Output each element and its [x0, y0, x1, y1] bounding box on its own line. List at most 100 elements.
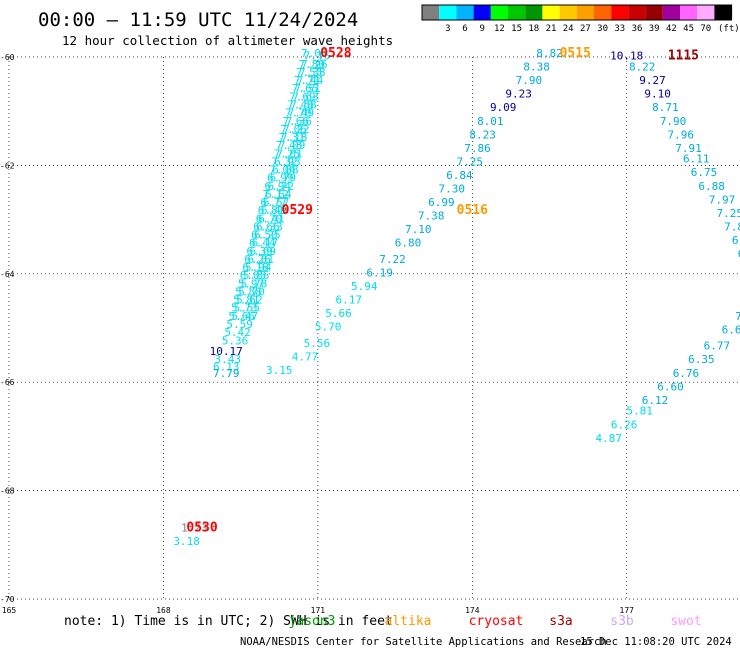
- wave-height-value: 5.47: [232, 310, 259, 323]
- wave-height-value: 7.90: [516, 74, 543, 87]
- wave-height-value: 7.58: [290, 98, 317, 111]
- wave-height-value: 5.94: [351, 280, 378, 293]
- wave-height-value: 5.42: [224, 326, 251, 339]
- legend-swatch: [525, 5, 543, 20]
- wave-height-value: 6.41: [258, 212, 285, 225]
- wave-height-value: 6.25: [254, 229, 281, 242]
- legend-tick-label: 39: [649, 24, 660, 34]
- wave-height-value: 6.09: [250, 245, 277, 258]
- legend-swatch: [576, 5, 594, 20]
- wave-height-value: 7.04: [269, 164, 296, 177]
- wave-height-value: 5.88: [235, 285, 262, 298]
- wave-height-value: 6.05: [240, 269, 267, 282]
- wave-height-value: 7.30: [438, 183, 465, 196]
- legend-swatch: [594, 5, 612, 20]
- legend-swatch: [473, 5, 491, 20]
- wave-height-value: 8.82: [536, 47, 563, 60]
- wave-height-value: 7.32: [271, 155, 298, 168]
- legend-swatch: [422, 5, 440, 20]
- lon-tick-label: 168: [156, 606, 171, 615]
- legend-swatch: [456, 5, 474, 20]
- legend-tick-label: 30: [597, 24, 608, 34]
- wave-height-value: 6.11: [683, 153, 710, 166]
- legend-swatch: [645, 5, 663, 20]
- legend-tick-label: 70: [700, 24, 711, 34]
- mission-swot: swot: [670, 614, 701, 629]
- wave-height-value: 7.18: [281, 131, 308, 144]
- wave-height-value: 7.36: [286, 115, 313, 128]
- wave-height-value: 6.19: [366, 267, 393, 280]
- mission-s3a: s3a: [549, 614, 572, 629]
- mission-legend: jason3 altika cryosat s3a s3b swot: [289, 614, 702, 629]
- lat-tick-label: -66: [0, 378, 15, 387]
- wave-height-value: 6.80: [395, 237, 422, 250]
- wave-height-value: 5.81: [233, 294, 260, 307]
- wave-height-value: 6.17: [336, 294, 363, 307]
- wave-height-value: 8.38: [523, 61, 550, 74]
- wave-height-value: 7.96: [668, 128, 695, 141]
- mission-s3b: s3b: [610, 614, 634, 629]
- wave-height-value: 7.09: [279, 139, 306, 152]
- wave-height-value: 6.64: [265, 188, 292, 201]
- mission-jason3: jason3: [289, 614, 336, 629]
- legend-unit: (ft): [718, 24, 740, 34]
- legend-tick-label: 42: [666, 24, 677, 34]
- wave-height-value: 3.43: [215, 353, 242, 366]
- wave-height-value: 7.90: [660, 115, 687, 128]
- wave-height-value: 5.62: [236, 294, 263, 307]
- map-title: 00:00 – 11:59 UTC 11/24/2024: [38, 9, 358, 31]
- wave-height-value: 5.66: [325, 307, 352, 320]
- wave-height-value: 7.49: [288, 107, 315, 120]
- legend-swatch: [662, 5, 680, 20]
- wave-height-value: 5.97: [238, 277, 265, 290]
- lon-tick-label: 171: [311, 606, 326, 615]
- wave-height-value: 7.12: [262, 188, 289, 201]
- map-grid: 165 168 171 174 177 -60 -62 -64 -66 -68 -70: [0, 53, 740, 615]
- wave-observations: 7.087.807.557.717.657.697.487.707.667.06…: [173, 47, 740, 548]
- wave-height-value: 9.23: [505, 88, 532, 101]
- wave-height-value: 6.66: [722, 323, 740, 336]
- wave-height-value: 7.79: [213, 367, 240, 380]
- lon-tick-label: 177: [620, 606, 635, 615]
- lon-tick-label: 165: [2, 606, 17, 615]
- wave-height-value: 7.22: [283, 123, 310, 136]
- wave-height-value: 7.44: [297, 74, 324, 87]
- wave-height-value: 6.72: [268, 180, 295, 193]
- legend-tick-label: 15: [511, 24, 522, 34]
- wave-height-value: 7.51: [294, 82, 321, 95]
- lat-tick-label: -70: [0, 595, 15, 604]
- wave-height-value: 7.87: [724, 220, 740, 233]
- wave-height-value: 5.66: [228, 310, 255, 323]
- legend-tick-label: 27: [580, 24, 591, 34]
- wave-height-value: 6.70: [256, 212, 283, 225]
- wave-height-value: 6.75: [691, 166, 718, 179]
- lat-tick-label: -64: [0, 270, 15, 279]
- wave-height-value: 6.76: [673, 367, 700, 380]
- pass-time-label: 0515: [560, 46, 591, 61]
- wave-height-value: 7.10: [405, 223, 432, 236]
- pass-time-label: 0516: [457, 203, 488, 218]
- pass-time-label: 0529: [282, 203, 313, 218]
- wave-height-value: 8.71: [652, 101, 679, 114]
- wave-height-value: 7.63: [292, 90, 319, 103]
- legend-tick-label: 21: [546, 24, 557, 34]
- wave-height-value: 6.94: [264, 180, 291, 193]
- wave-height-value: 6.13: [213, 360, 240, 373]
- legend-swatch: [490, 5, 508, 20]
- wave-height-value: 6.49: [261, 204, 288, 217]
- wave-height-value: 1.23: [181, 521, 208, 534]
- wave-height-value: 7.06: [280, 123, 307, 136]
- legend-swatch: [439, 5, 457, 20]
- wave-height-value: 5.78: [241, 277, 268, 290]
- wave-height-value: 7.55: [296, 66, 323, 79]
- wave-height-value: 6.50: [251, 229, 278, 242]
- wave-height-value: 6.35: [688, 353, 715, 366]
- wave-height-value: 5.94: [245, 261, 272, 274]
- wave-height-value: 5.59: [226, 318, 253, 331]
- wave-height-value: 6.57: [263, 196, 290, 209]
- wave-height-value: 6.77: [704, 340, 731, 353]
- wave-height-value: 6.18: [242, 261, 269, 274]
- wave-height-value: 4.77: [292, 351, 319, 364]
- pass-time-label: 0528: [320, 46, 351, 61]
- legend-swatch: [559, 5, 577, 20]
